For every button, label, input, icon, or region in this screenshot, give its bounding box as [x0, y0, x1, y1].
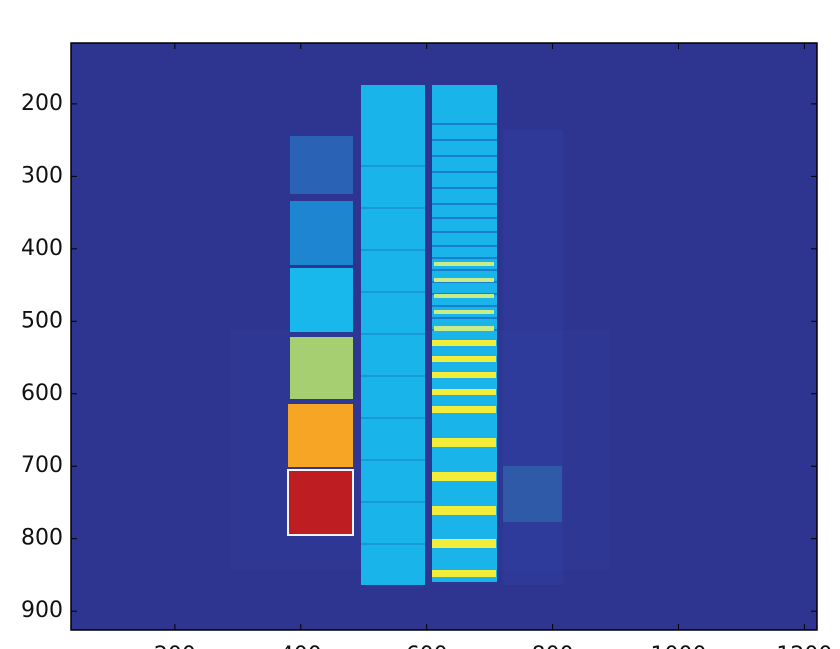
- y-tick-label: 500: [21, 308, 63, 333]
- x-tick-label: 800: [532, 643, 574, 649]
- block: [288, 404, 353, 467]
- block: [290, 337, 353, 399]
- x-tick-label: 400: [280, 643, 322, 649]
- x-tick-label: 200: [154, 643, 196, 649]
- y-tick-label: 400: [21, 236, 63, 261]
- y-tick-label: 700: [21, 453, 63, 478]
- block: [290, 136, 353, 194]
- y-tick-label: 300: [21, 163, 63, 188]
- block: [288, 470, 353, 535]
- x-tick-label: 600: [406, 643, 448, 649]
- chart: 200 300 400 500 600 700 800 900 200 400 600 800 1000…: [0, 0, 840, 649]
- x-tick-label: 1200: [776, 643, 832, 649]
- block: [290, 201, 353, 265]
- page: 200 300 400 500 600 700 800 900 200 400 600 800 1000…: [0, 0, 840, 649]
- y-tick-label: 600: [21, 381, 63, 406]
- column: [361, 85, 425, 585]
- y-tick-label: 900: [21, 598, 63, 623]
- y-tick-label: 200: [21, 91, 63, 116]
- x-tick-label: 1000: [651, 643, 707, 649]
- block: [290, 268, 353, 332]
- faint-block: [503, 466, 562, 522]
- y-tick-label: 800: [21, 526, 63, 551]
